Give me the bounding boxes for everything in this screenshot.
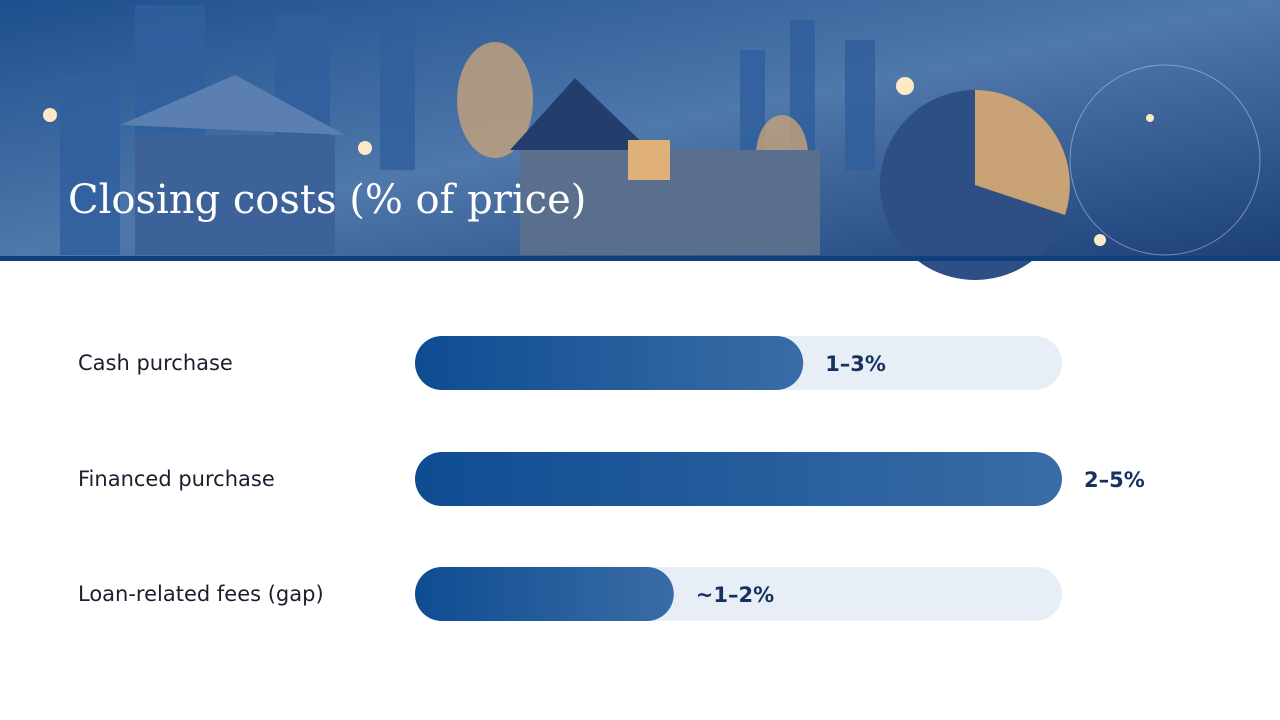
title: Closing costs (% of price)	[68, 177, 586, 223]
category-label: Financed purchase	[78, 467, 275, 491]
value-label: 2–5%	[1084, 468, 1145, 492]
category-label: Cash purchase	[78, 351, 233, 375]
bar	[415, 336, 804, 390]
value-label: ~1–2%	[696, 583, 774, 607]
value-label: 1–3%	[825, 352, 886, 376]
header-banner: Closing costs (% of price)	[0, 0, 1280, 280]
category-label: Loan-related fees (gap)	[78, 582, 324, 606]
bar	[415, 567, 674, 621]
bar	[415, 452, 1062, 506]
